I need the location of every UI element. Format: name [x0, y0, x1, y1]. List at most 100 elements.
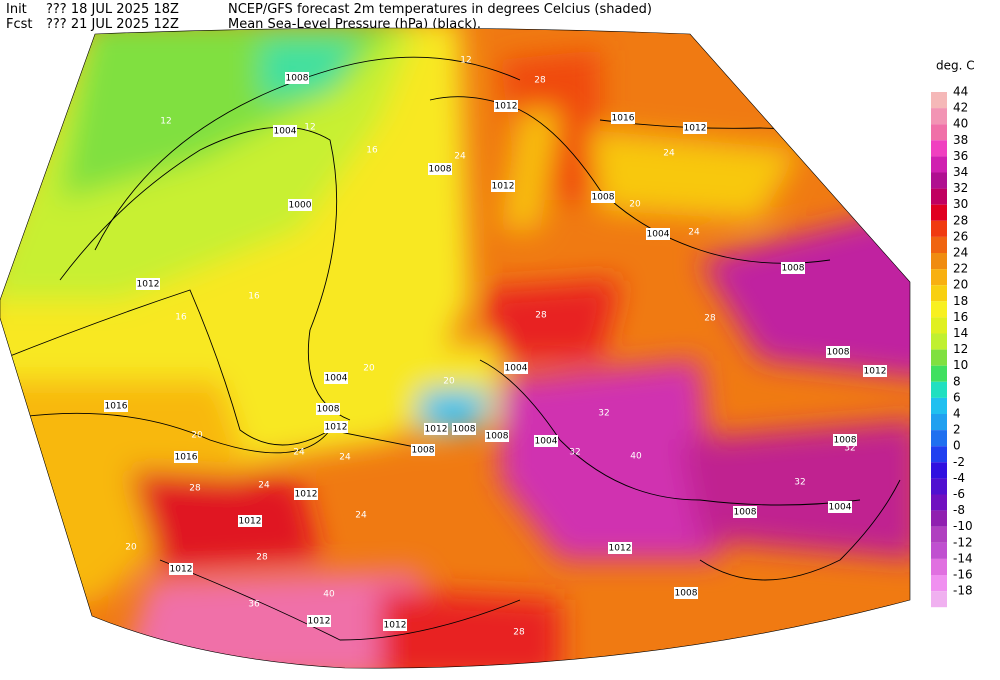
isotherm-label: 32 — [794, 478, 805, 488]
isotherm-label: 16 — [175, 313, 187, 323]
legend-level: 0 — [953, 439, 961, 453]
isobar-label: 1012 — [492, 182, 515, 192]
isotherm-label: 40 — [323, 590, 335, 600]
legend-swatch — [931, 510, 947, 527]
isobar-label: 1008 — [453, 425, 476, 435]
legend-swatch — [931, 397, 947, 414]
legend-swatch — [931, 349, 947, 366]
legend-swatch — [931, 462, 947, 479]
isobar-label-box — [826, 346, 850, 358]
isobar-label: 1004 — [274, 127, 297, 137]
legend-swatch — [931, 558, 947, 575]
isotherm-label: 24 — [454, 152, 466, 162]
legend-level: 2 — [953, 423, 961, 437]
isobar-label-box — [534, 435, 558, 447]
legend-level: 28 — [953, 213, 968, 227]
isobar-label-box — [104, 400, 128, 412]
temperature-field — [0, 28, 910, 669]
legend-swatch — [931, 253, 947, 270]
init-time: ??? 18 JUL 2025 18Z — [46, 2, 179, 17]
isobar-label: 1012 — [239, 517, 262, 527]
fcst-label: Fcst — [6, 17, 33, 32]
isobar-label: 1008 — [782, 264, 805, 274]
legend-swatch — [931, 317, 947, 334]
field-libya — [380, 590, 560, 669]
isobar-label: 1004 — [325, 374, 348, 384]
legend-title: deg. C — [936, 59, 975, 73]
isobar-label-box — [136, 278, 160, 290]
legend-level: 4 — [953, 407, 961, 421]
isobar-label-box — [781, 262, 805, 274]
isotherm-label: 28 — [256, 553, 268, 563]
isobar-label: 1008 — [286, 74, 309, 84]
isobar-label-box — [863, 365, 887, 377]
legend-swatch — [931, 478, 947, 495]
isobar-label: 1012 — [609, 544, 632, 554]
legend-level: 20 — [953, 278, 968, 292]
isotherm-label: 24 — [355, 511, 367, 521]
isobar-label: 1004 — [829, 503, 852, 513]
isobar-line — [699, 479, 901, 581]
isobar-label-box — [174, 451, 198, 463]
isobar-label-box — [411, 444, 435, 456]
isotherm-label: 28 — [534, 76, 546, 86]
legend-swatch — [931, 591, 947, 608]
isobar-label: 1004 — [505, 364, 528, 374]
isobar-label: 1008 — [486, 432, 509, 442]
field-anatolia — [680, 420, 910, 560]
legend-swatch — [931, 381, 947, 398]
legend-swatch — [931, 124, 947, 141]
isobar-label: 1004 — [647, 230, 670, 240]
isotherm-label: 32 — [598, 409, 609, 419]
isobar-line — [479, 359, 861, 506]
isobar-label-box — [674, 587, 698, 599]
legend-level: 26 — [953, 229, 968, 243]
isobar-label: 1004 — [535, 437, 558, 447]
isotherm-label: 32 — [844, 444, 855, 454]
field-alps-peaks — [420, 390, 490, 430]
isotherm-label: 24 — [258, 481, 270, 491]
isobar-label-box — [504, 362, 528, 374]
isotherm-label: 36 — [248, 600, 260, 610]
isobar-label-box — [591, 191, 615, 203]
isobar-label-box — [273, 125, 297, 137]
legend-level: -12 — [953, 535, 973, 549]
legend-level: -16 — [953, 568, 973, 582]
isobar-label: 1016 — [175, 453, 198, 463]
legend-swatch — [931, 188, 947, 205]
isobar-label: 1008 — [834, 436, 857, 446]
legend-swatch — [931, 92, 947, 109]
isotherm-label: 20 — [629, 200, 641, 210]
isobar-label: 1000 — [289, 201, 312, 211]
map-labels: 1008 1004 1000 1012 1016 1008 1012 1012 1016 1012… — [104, 56, 887, 638]
isobar-label: 1008 — [675, 589, 698, 599]
isobar-label-box — [485, 430, 509, 442]
legend-level: 32 — [953, 181, 968, 195]
isobar-label-box — [169, 563, 193, 575]
legend-level: 30 — [953, 197, 968, 211]
isotherm-label: 40 — [630, 452, 642, 462]
isotherm-label: 28 — [513, 628, 525, 638]
legend-level: -4 — [953, 471, 965, 485]
map-border — [0, 27, 911, 669]
legend-swatch — [931, 285, 947, 302]
legend-level: 24 — [953, 246, 968, 260]
field-karelia — [590, 130, 800, 220]
isotherm-label: 24 — [663, 149, 675, 159]
isotherm-label: 12 — [304, 123, 315, 133]
legend-level: 38 — [953, 133, 968, 147]
isobar-label: 1012 — [295, 490, 318, 500]
legend-level: 18 — [953, 294, 968, 308]
legend-swatch — [931, 494, 947, 511]
isobar-label: 1012 — [384, 621, 407, 631]
legend-swatch — [931, 575, 947, 592]
isobar-line — [0, 412, 431, 454]
field-shading — [0, 28, 910, 669]
isobar-label: 1008 — [429, 165, 452, 175]
field-baltic — [500, 110, 560, 230]
isobar-label-box — [288, 199, 312, 211]
legend-level: 16 — [953, 310, 968, 324]
isobar-label-box — [491, 180, 515, 192]
isobar-label-box — [452, 423, 476, 435]
